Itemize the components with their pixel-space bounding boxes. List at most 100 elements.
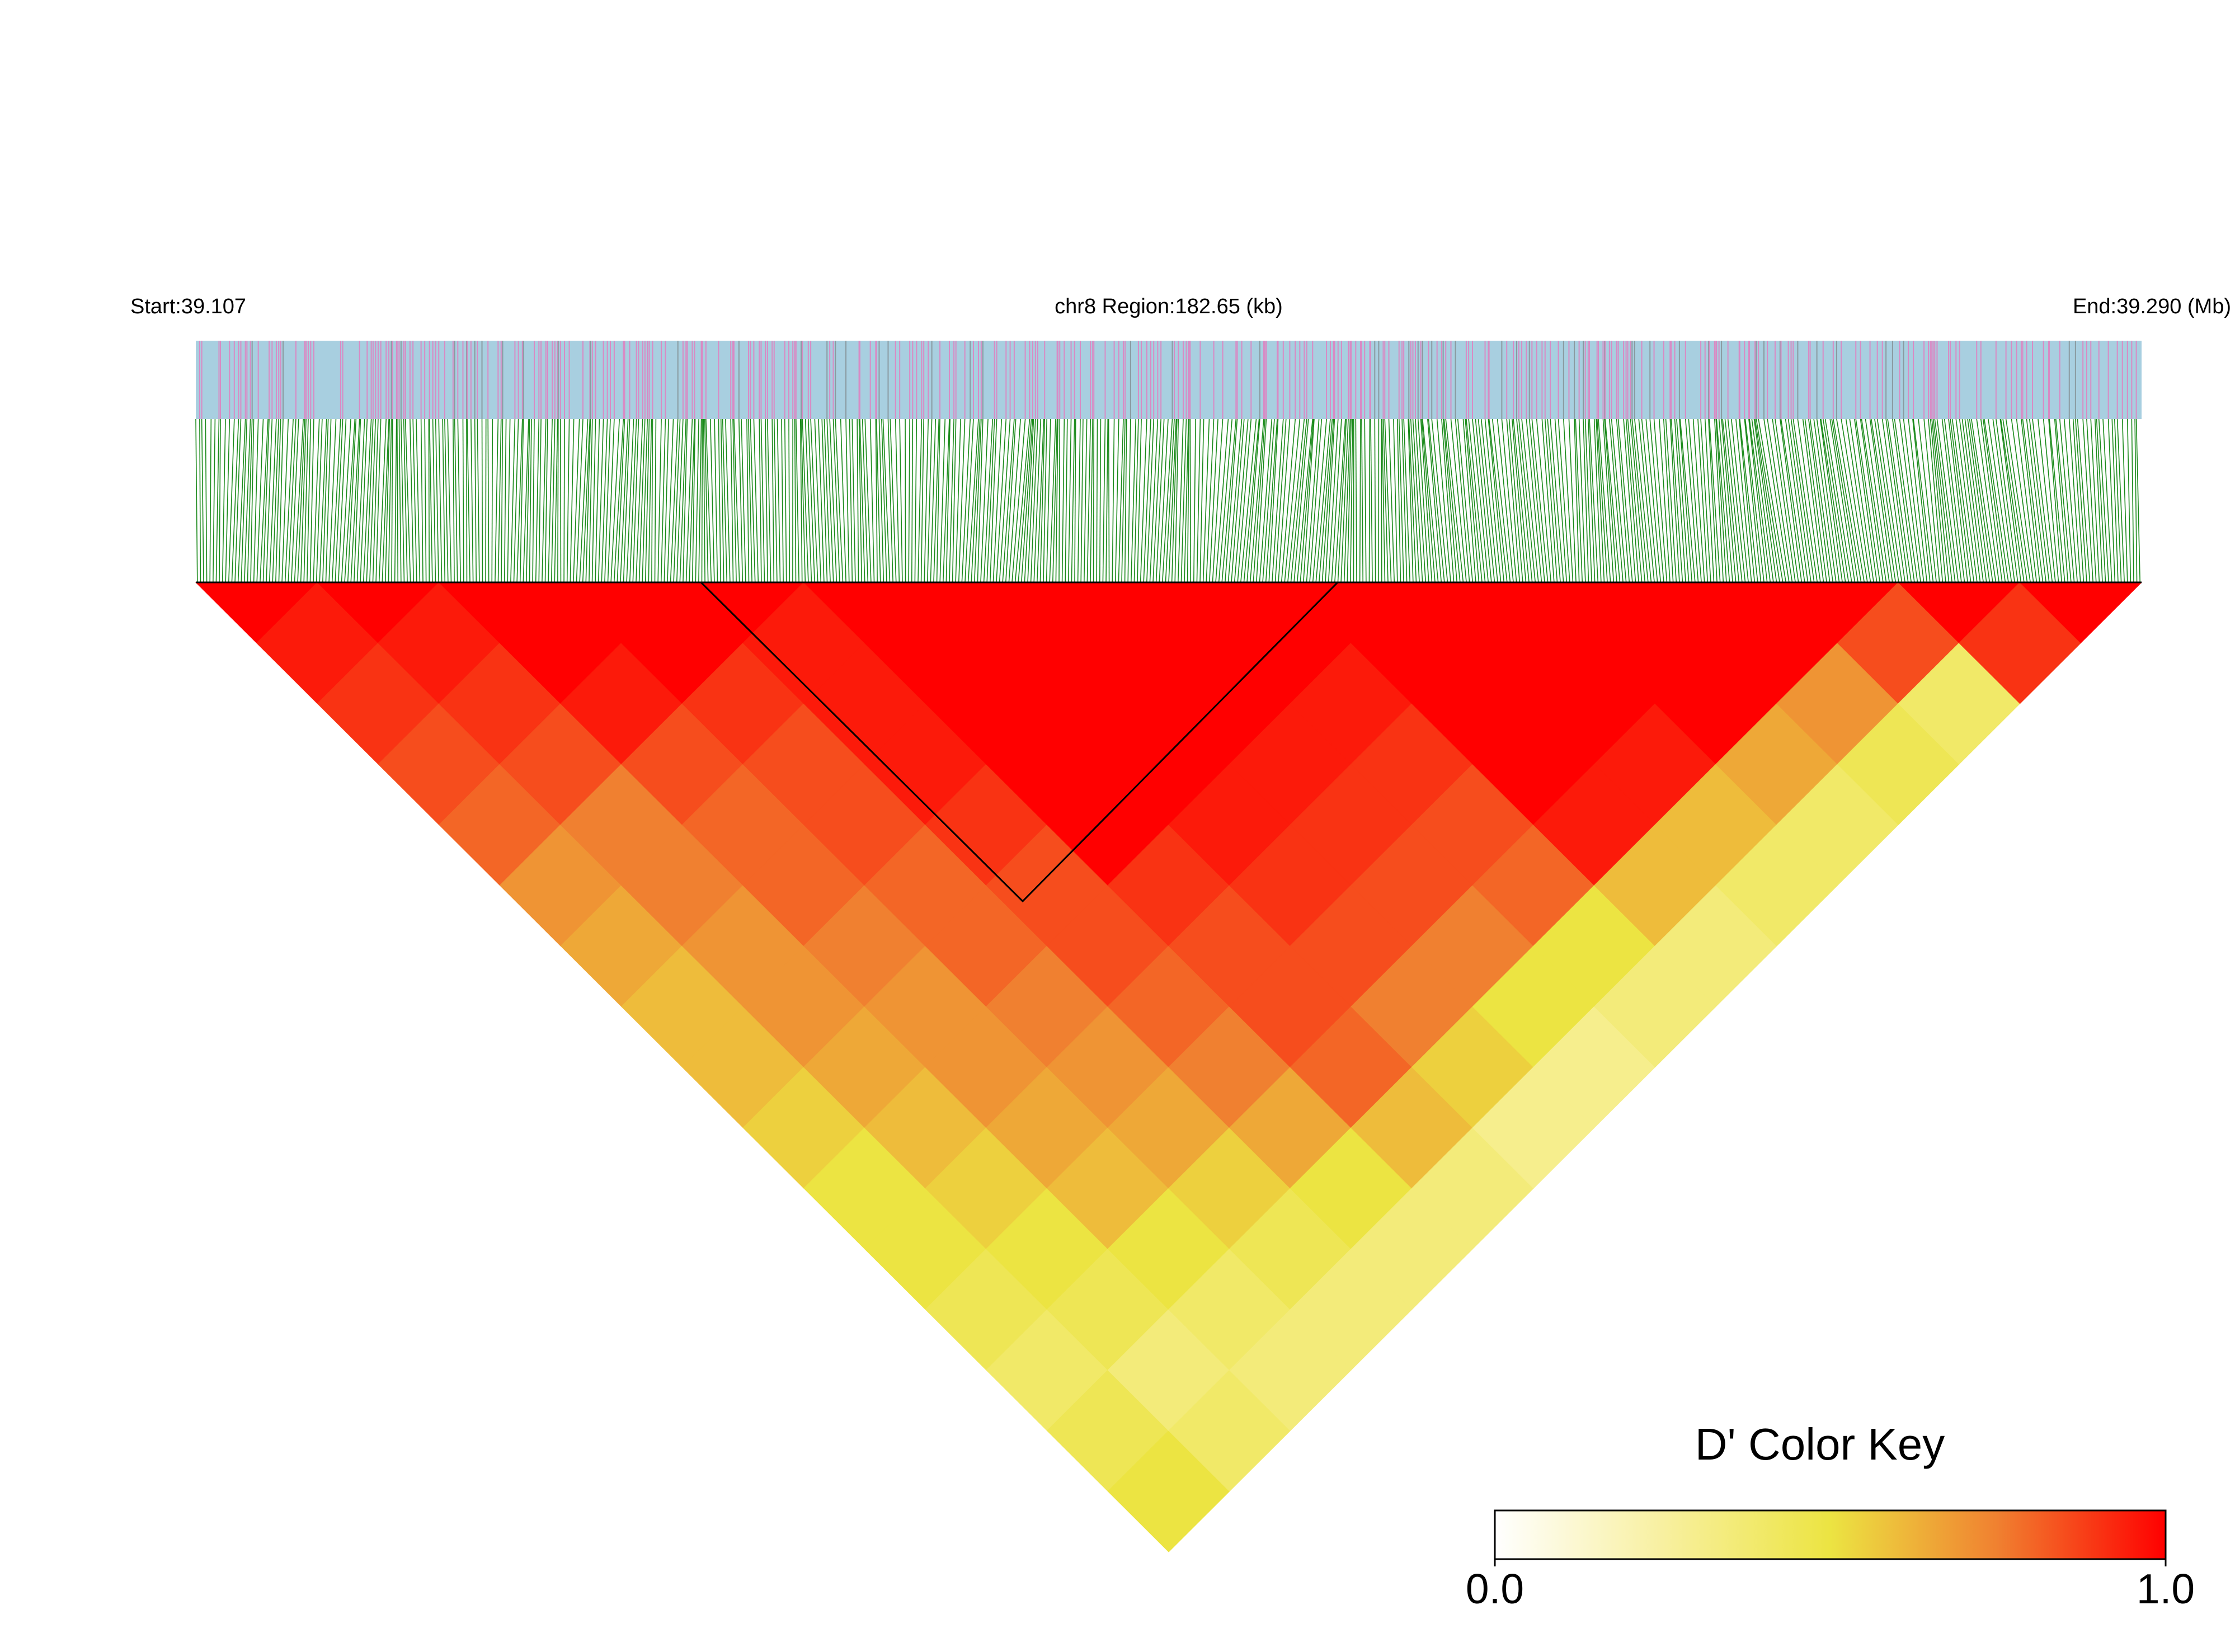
snp-link: [1243, 418, 1260, 583]
snp-link: [2134, 418, 2138, 583]
snp-link: [1227, 418, 1243, 583]
snp-link: [1253, 418, 1265, 583]
snp-link: [808, 418, 815, 583]
snp-link: [1775, 418, 1799, 583]
snp-link: [375, 418, 382, 583]
snp-link: [1086, 418, 1091, 583]
snp-link: [814, 418, 822, 583]
snp-link: [1885, 418, 1909, 583]
snp-link: [1014, 418, 1031, 583]
snp-link: [986, 418, 995, 583]
end-label: End:39.290 (Mb): [2073, 295, 2231, 318]
snp-link: [1964, 418, 1987, 583]
snp-link: [1218, 418, 1233, 583]
snp-link: [1240, 418, 1257, 583]
snp-link: [291, 418, 299, 583]
snp-link: [1831, 418, 1858, 583]
snp-link: [1370, 418, 1373, 583]
snp-link: [247, 418, 253, 583]
snp-link: [657, 418, 662, 583]
snp-link: [1284, 418, 1301, 583]
snp-link: [1174, 418, 1179, 583]
snp-link: [1480, 418, 1498, 583]
snp-link: [835, 418, 844, 583]
snp-link: [911, 418, 914, 583]
snp-link: [1067, 418, 1072, 583]
snp-link: [952, 418, 957, 583]
snp-link: [307, 418, 312, 583]
snp-link: [1631, 418, 1649, 583]
snp-link: [862, 418, 869, 583]
snp-link: [1319, 418, 1333, 583]
snp-link: [297, 418, 305, 583]
snp-link: [523, 418, 529, 583]
snp-link: [1739, 418, 1758, 583]
snp-link: [869, 418, 875, 583]
snp-link: [1049, 418, 1056, 583]
snp-link: [378, 418, 387, 583]
snp-link: [363, 418, 372, 583]
snp-link: [1287, 418, 1305, 583]
snp-link: [442, 418, 446, 583]
snp-link: [550, 418, 556, 583]
snp-link: [222, 418, 226, 583]
snp-link: [1422, 418, 1439, 583]
snp-link: [741, 418, 746, 583]
snp-link: [396, 418, 399, 583]
snp-link: [705, 418, 712, 583]
snp-link: [1593, 418, 1602, 583]
snp-link: [810, 418, 818, 583]
snp-link: [1892, 418, 1915, 583]
snp-link: [228, 418, 235, 583]
snp-link: [1359, 418, 1361, 583]
snp-link: [1202, 418, 1210, 583]
snp-link: [369, 418, 377, 583]
snp-link: [1278, 418, 1291, 583]
snp-link: [504, 418, 507, 583]
snp-link: [670, 418, 679, 583]
region-label: chr8 Region:182.65 (kb): [1055, 295, 1283, 318]
snp-link: [1934, 418, 1956, 583]
snp-link: [1936, 418, 1959, 583]
snp-link: [1002, 418, 1015, 583]
snp-link: [664, 418, 669, 583]
snp-link: [1861, 418, 1887, 583]
snp-link: [1350, 418, 1353, 583]
snp-link: [331, 418, 341, 583]
snp-link: [2026, 418, 2046, 583]
snp-link: [1036, 418, 1044, 583]
snp-link: [1137, 418, 1142, 583]
snp-link: [636, 418, 643, 583]
snp-link: [1996, 418, 2018, 583]
snp-link: [1638, 418, 1655, 583]
snp-link: [1331, 418, 1342, 583]
snp-link: [1718, 418, 1733, 583]
snp-link: [1876, 418, 1903, 583]
snp-link: [1039, 418, 1046, 583]
snp-link: [1727, 418, 1746, 583]
snp-link: [887, 418, 893, 583]
snp-link: [1984, 418, 2009, 583]
snp-link: [1382, 418, 1389, 583]
snp-link: [1074, 418, 1076, 583]
snp-link: [453, 418, 455, 583]
snp-link: [784, 418, 787, 583]
snp-link: [1731, 418, 1749, 583]
snp-link: [936, 418, 940, 583]
snp-link: [701, 418, 703, 583]
snp-link: [685, 418, 693, 583]
snp-link: [548, 418, 553, 583]
snp-link: [679, 418, 686, 583]
snp-link: [1980, 418, 2003, 583]
snp-link: [1398, 418, 1404, 583]
snp-link: [980, 418, 989, 583]
snp-link: [1162, 418, 1173, 583]
snp-link: [1780, 418, 1805, 583]
snp-link: [1700, 418, 1711, 583]
snp-link: [1588, 418, 1596, 583]
snp-link: [899, 418, 903, 583]
snp-link: [1845, 418, 1871, 583]
snp-link: [1415, 418, 1427, 583]
snp-link: [1944, 418, 1965, 583]
snp-link: [1428, 418, 1445, 583]
